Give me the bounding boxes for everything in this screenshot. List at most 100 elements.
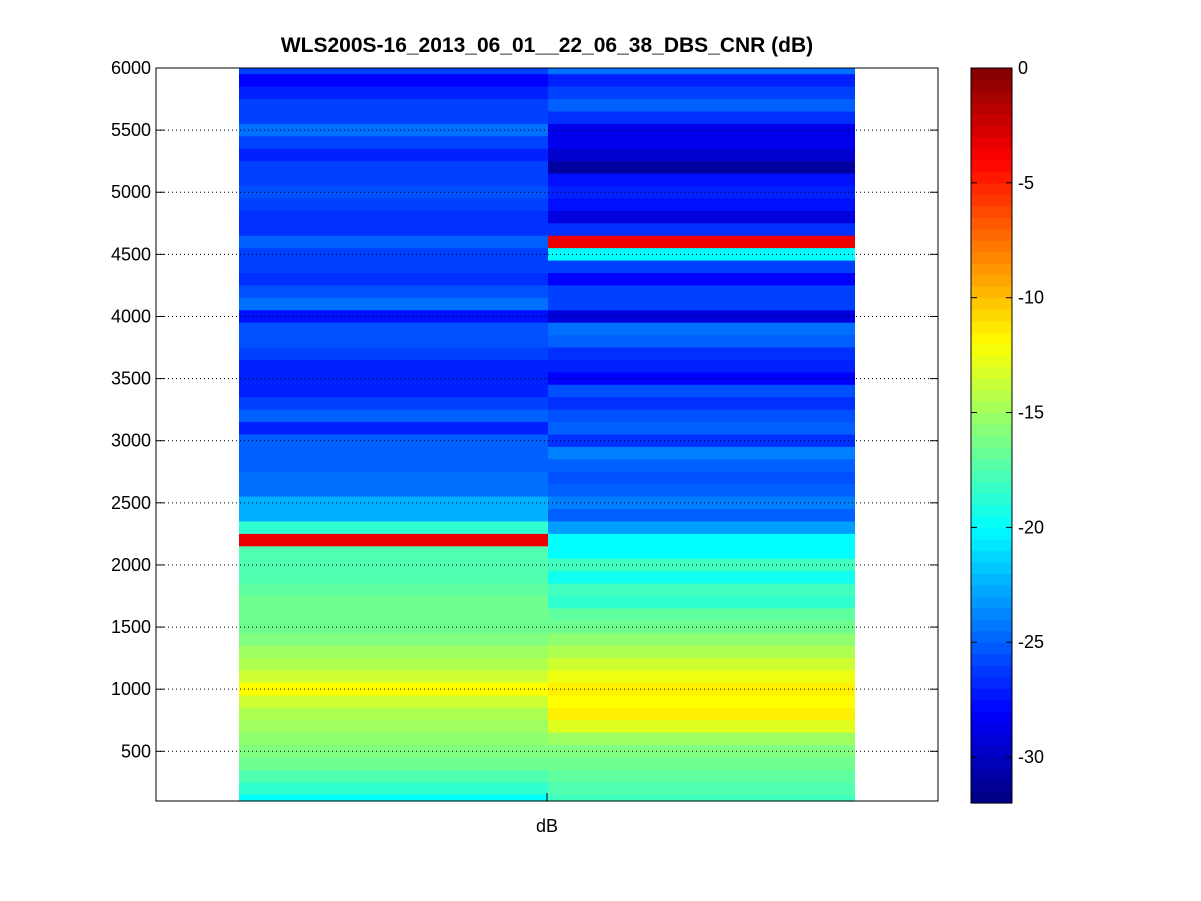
colorbar-swatch [971, 504, 1012, 517]
heatmap-cell [239, 161, 548, 175]
heatmap-cell [239, 521, 548, 535]
colorbar-swatch [971, 481, 1012, 494]
heatmap-cell [239, 794, 548, 802]
heatmap-cell [239, 111, 548, 125]
colorbar-swatch [971, 217, 1012, 230]
heatmap-cell [548, 745, 855, 759]
heatmap-cell [548, 359, 855, 373]
colorbar-swatches [971, 68, 1012, 804]
heatmap-cell [239, 223, 548, 237]
heatmap-cell [239, 272, 548, 287]
colorbar-swatch [971, 274, 1012, 287]
colorbar-swatch [971, 159, 1012, 172]
heatmap-cell [548, 322, 855, 336]
heatmap-cell [548, 384, 855, 398]
colorbar-swatch [971, 458, 1012, 471]
heatmap-cell [548, 633, 855, 647]
chart-title: WLS200S-16_2013_06_01__22_06_38_DBS_CNR … [281, 34, 813, 57]
heatmap-cell [548, 210, 855, 224]
colorbar-swatch [971, 573, 1012, 586]
heatmap-cell [239, 384, 548, 398]
colorbar-swatch [971, 596, 1012, 609]
heatmap-cell [548, 682, 855, 696]
heatmap-cell [548, 136, 855, 150]
heatmap-cell [239, 658, 548, 672]
colorbar-swatch [971, 469, 1012, 483]
heatmap-cell [239, 409, 548, 423]
colorbar-swatch [971, 205, 1012, 218]
heatmap-cell [239, 745, 548, 759]
colorbar-swatch [971, 642, 1012, 655]
colorbar-swatch [971, 424, 1012, 437]
heatmap-cell [548, 272, 855, 287]
heatmap-cell [239, 446, 548, 460]
heatmap-cell [239, 695, 548, 709]
heatmap-cell [548, 596, 855, 610]
colorbar-swatch [971, 125, 1012, 138]
colorbar-swatch [971, 584, 1012, 597]
colorbar-tick-label: -10 [1018, 288, 1044, 308]
y-tick-label: 1500 [111, 617, 151, 637]
colorbar-swatch [971, 136, 1012, 149]
colorbar-swatch [971, 550, 1012, 563]
colorbar-tick-label: -25 [1018, 632, 1044, 652]
colorbar-swatch [971, 297, 1012, 310]
heatmap-cell [239, 484, 548, 498]
plot-area: 500 1000 1500 2000 2500 3000 3500 4000 4500 5000 5… [111, 58, 939, 802]
heatmap-cell [239, 198, 548, 212]
heatmap-cell [239, 210, 548, 224]
heatmap-cell [548, 148, 855, 162]
heatmap-cell [548, 757, 855, 771]
heatmap-cell [239, 571, 548, 585]
heatmap-cell [548, 769, 855, 783]
y-tick-label: 2500 [111, 493, 151, 513]
heatmap-cell [239, 620, 548, 634]
heatmap-cell [548, 260, 855, 274]
heatmap-cell [239, 372, 548, 386]
heatmap-cell [548, 496, 855, 510]
colorbar-swatch [971, 745, 1012, 758]
colorbar-swatch [971, 309, 1012, 322]
y-tick-label: 5000 [111, 182, 151, 202]
colorbar-swatch [971, 688, 1012, 701]
heatmap-cells [239, 68, 855, 802]
heatmap-cell [239, 173, 548, 187]
heatmap-cell [548, 509, 855, 523]
heatmap-cell [239, 359, 548, 373]
heatmap-cell [239, 682, 548, 696]
heatmap-cell [548, 707, 855, 721]
heatmap-cell [548, 459, 855, 473]
colorbar-swatch [971, 780, 1012, 793]
heatmap-cell [548, 546, 855, 560]
heatmap-cell [548, 471, 855, 485]
colorbar-tick-label: -5 [1018, 173, 1034, 193]
colorbar-swatch [971, 492, 1012, 505]
heatmap-cell [239, 757, 548, 771]
colorbar-swatch [971, 343, 1012, 356]
heatmap-cell [548, 397, 855, 411]
heatmap-cell [239, 186, 548, 200]
heatmap-cell [239, 260, 548, 274]
heatmap-cell [239, 74, 548, 88]
heatmap-cell [239, 285, 548, 299]
heatmap-cell [548, 521, 855, 535]
colorbar-swatch [971, 538, 1012, 551]
heatmap-cell [548, 620, 855, 634]
heatmap-cell [548, 571, 855, 585]
heatmap-cell [548, 409, 855, 423]
heatmap-cell [548, 583, 855, 597]
colorbar-swatch [971, 435, 1012, 448]
heatmap-cell [548, 198, 855, 212]
heatmap-cell [548, 695, 855, 709]
colorbar-swatch [971, 194, 1012, 207]
y-tick-label: 6000 [111, 58, 151, 78]
heatmap-cell [239, 422, 548, 436]
heatmap-cell [239, 397, 548, 411]
y-tick-label: 4000 [111, 306, 151, 326]
colorbar-swatch [971, 791, 1012, 804]
heatmap-cell [239, 533, 548, 547]
colorbar-ticks: 0 -5 -10 -15 -20 -25 -30 [971, 58, 1044, 767]
heatmap-cell [239, 471, 548, 485]
heatmap-cell [548, 446, 855, 460]
